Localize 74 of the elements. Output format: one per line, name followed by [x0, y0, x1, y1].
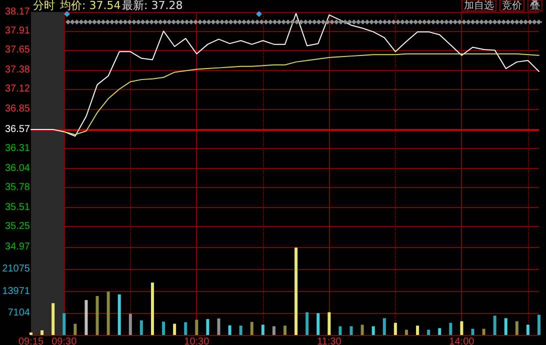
bar — [74, 324, 77, 335]
bar — [449, 322, 452, 335]
bar — [217, 318, 220, 335]
bar — [195, 320, 198, 335]
bar — [150, 282, 154, 335]
bar — [228, 325, 232, 335]
x-tick-label: 09:30 — [52, 336, 78, 345]
bar — [184, 322, 188, 335]
bar — [360, 324, 364, 335]
x-tick-label: 11:30 — [317, 336, 342, 345]
bar — [52, 303, 55, 335]
y-tick-label: 37.38 — [4, 64, 30, 76]
y-tick-label: 36.31 — [4, 143, 30, 154]
y-tick-label: 38.17 — [4, 6, 30, 18]
bar — [206, 319, 210, 335]
y-tick-label: 36.57 — [4, 124, 30, 135]
x-tick-label: 14:00 — [449, 336, 475, 345]
y-tick-label: 37.65 — [4, 44, 30, 56]
y-tick-label: 35.51 — [4, 202, 30, 213]
bar — [515, 321, 518, 335]
bar — [504, 318, 508, 335]
y-tick-label: 35.25 — [4, 220, 30, 232]
bar — [96, 296, 99, 335]
bar — [239, 326, 242, 335]
y-tick-label: 13971 — [2, 286, 30, 297]
x-tick-label: 09:15 — [18, 336, 44, 345]
bar — [284, 326, 286, 335]
line-series — [64, 53, 540, 136]
bar — [106, 292, 110, 335]
x-tick-label: 10:30 — [184, 336, 210, 345]
text: 最新: 37.28 — [122, 0, 183, 12]
bar — [526, 324, 530, 335]
bar — [382, 318, 386, 335]
text: 叠 — [530, 0, 540, 12]
y-tick-label: 36.04 — [4, 162, 30, 174]
y-tick-label: 21075 — [2, 264, 30, 275]
chart-title: 分时 — [33, 0, 55, 12]
bar — [350, 326, 353, 335]
bar — [538, 314, 540, 335]
bar — [40, 330, 44, 335]
text: 竞价 — [502, 0, 522, 12]
bar — [404, 330, 408, 335]
y-tick-label: 37.12 — [4, 84, 30, 95]
bar — [394, 322, 397, 335]
text: 加自选 — [464, 0, 494, 12]
bar — [272, 326, 276, 335]
bar — [294, 248, 298, 335]
y-tick-label: 36.85 — [4, 103, 30, 114]
bar — [250, 322, 254, 335]
bar — [173, 324, 176, 335]
bar — [427, 330, 430, 335]
bar — [372, 326, 375, 335]
text: 均价: 37.54 — [59, 0, 121, 12]
bar — [471, 328, 474, 335]
bar — [62, 313, 66, 335]
y-tick-label: 34.97 — [4, 242, 30, 252]
bar — [316, 313, 320, 335]
y-tick-label: 7104 — [8, 307, 30, 318]
bar — [416, 326, 420, 335]
bar — [118, 294, 121, 335]
bar — [306, 312, 309, 335]
bar — [338, 326, 342, 335]
bar — [140, 320, 143, 335]
y-tick-label: 37.91 — [4, 26, 30, 37]
bar — [460, 321, 464, 335]
bar — [162, 322, 166, 335]
bar — [482, 328, 486, 335]
bar — [128, 314, 132, 335]
bar — [328, 312, 331, 335]
bar — [261, 324, 264, 335]
y-tick-label: 35.78 — [4, 182, 30, 194]
bar — [84, 300, 88, 335]
bar — [438, 328, 442, 335]
bar — [493, 316, 496, 335]
